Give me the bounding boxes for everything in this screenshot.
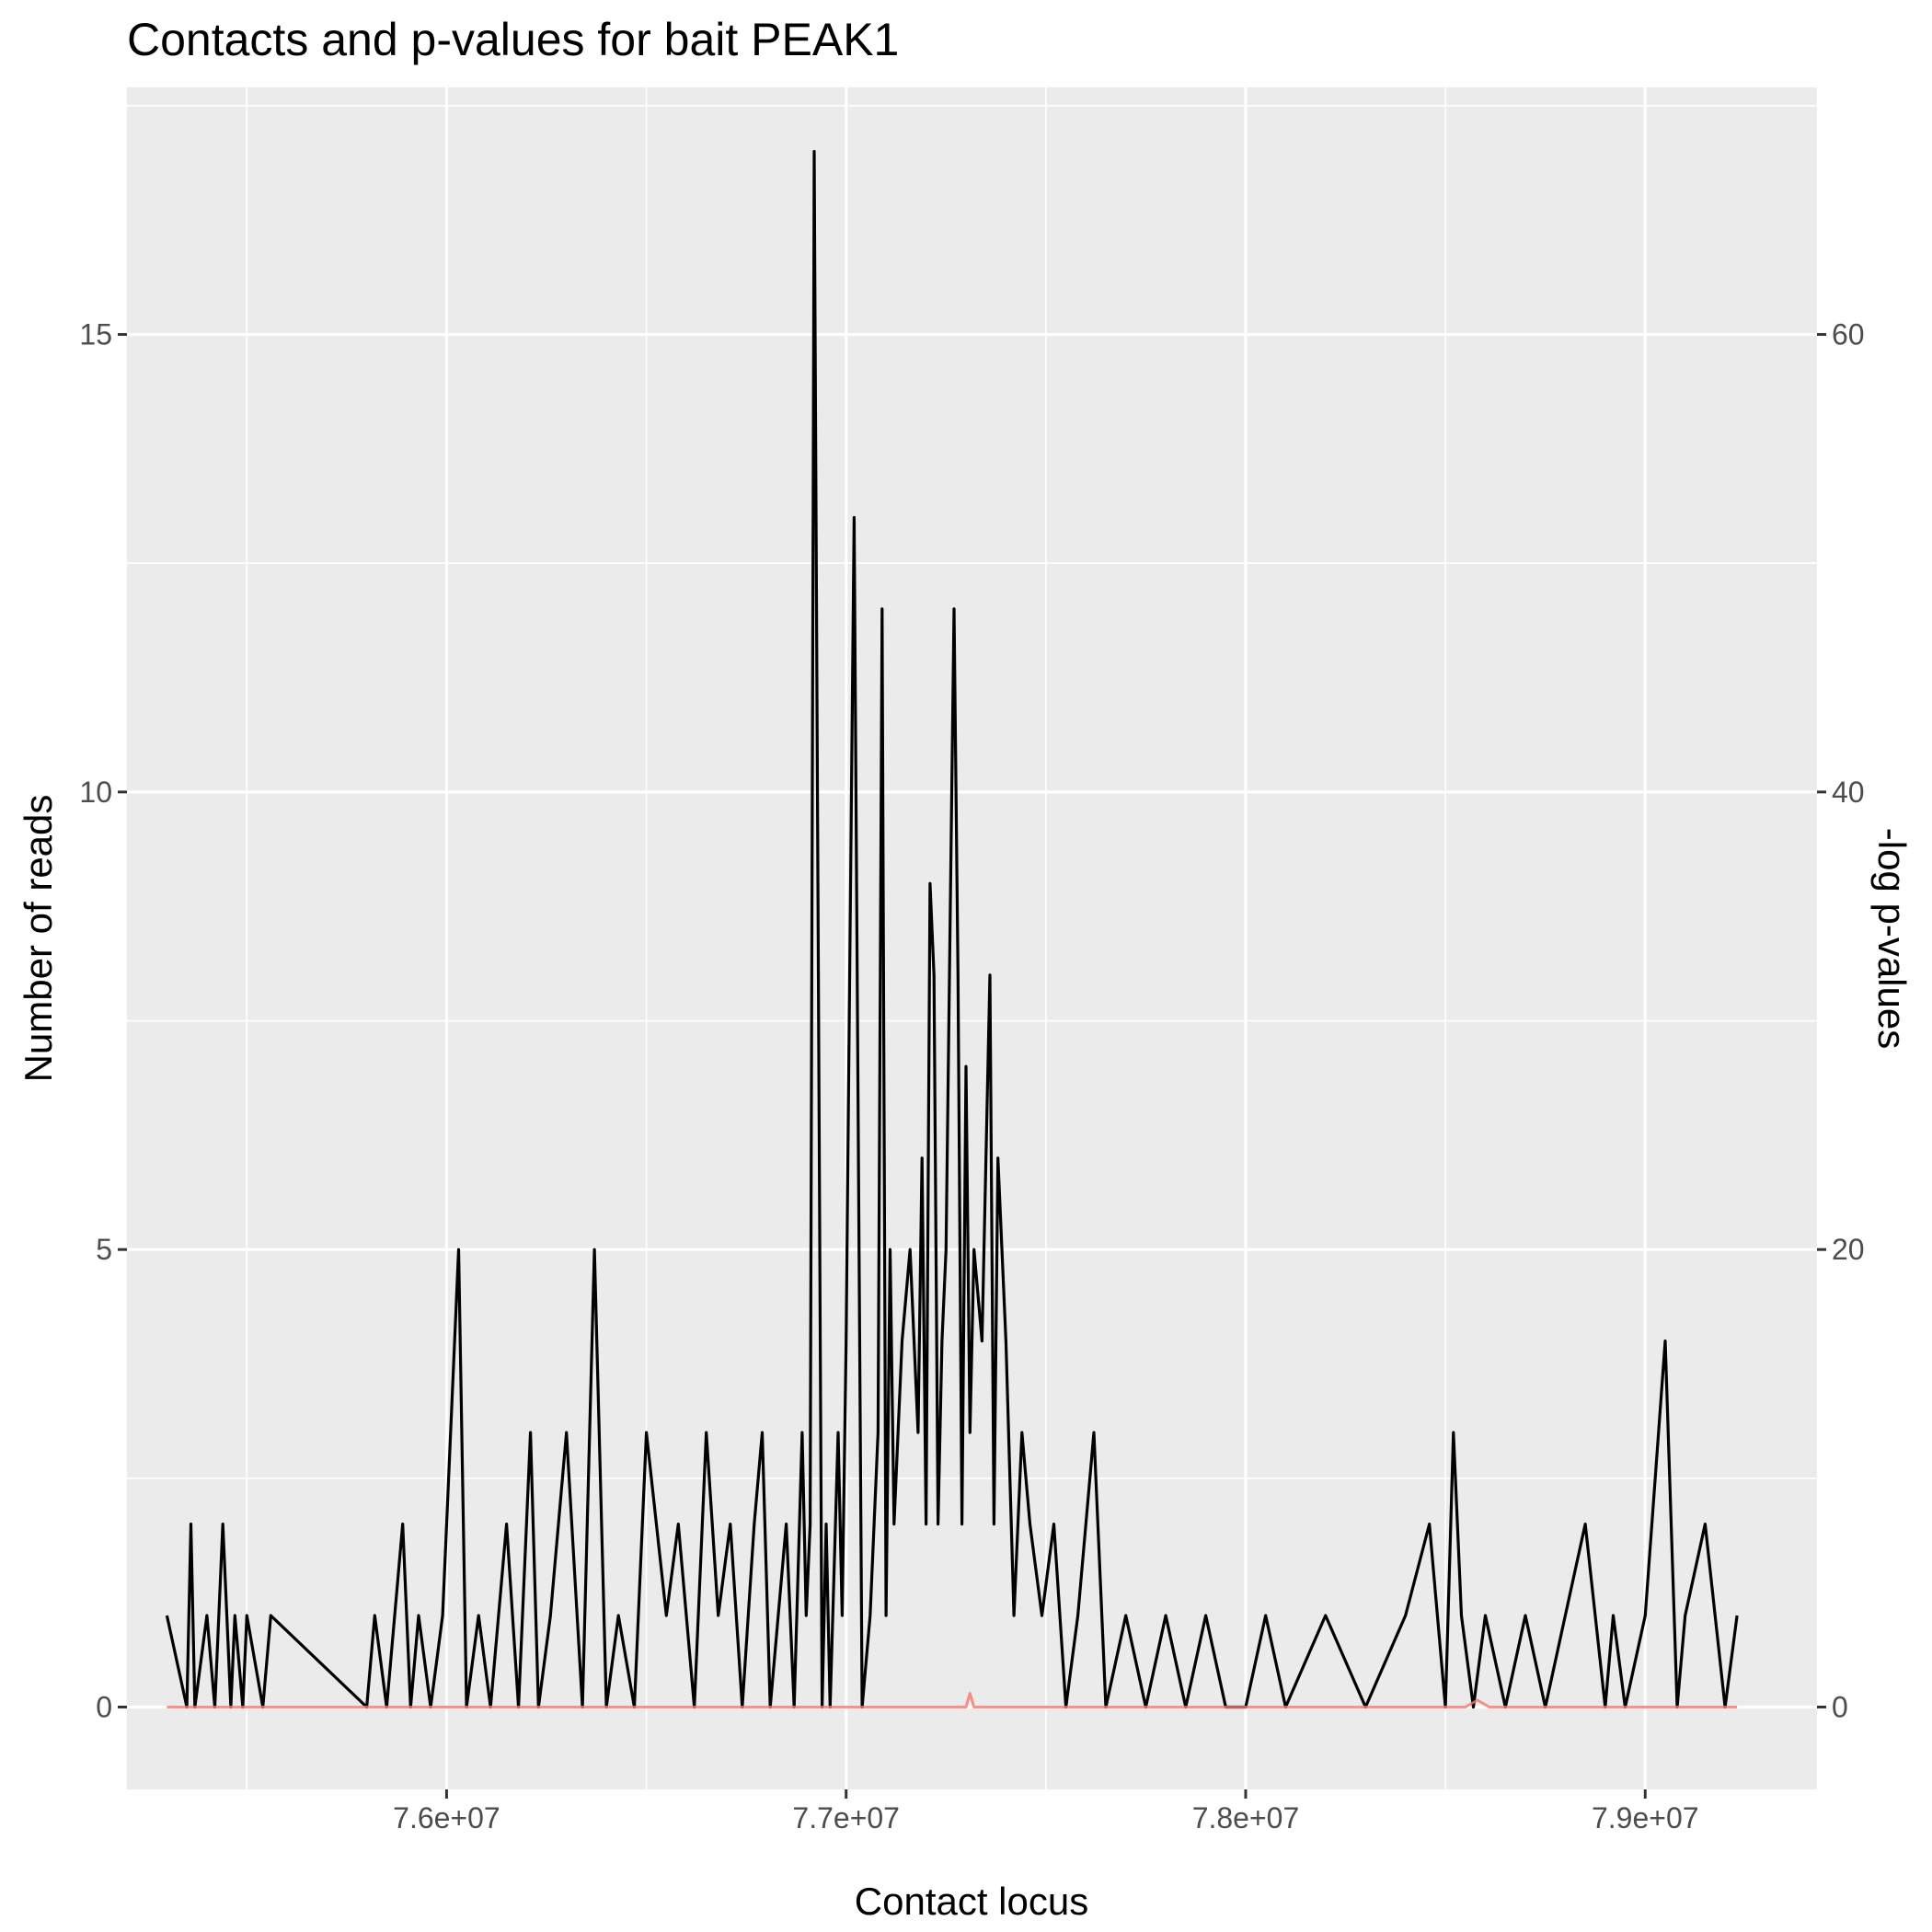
plot-panel bbox=[127, 87, 1817, 1789]
y-axis-title: Number of reads bbox=[17, 795, 60, 1083]
x-tick-label: 7.8e+07 bbox=[1192, 1801, 1300, 1834]
chart-title: Contacts and p-values for bait PEAK1 bbox=[127, 14, 899, 65]
right-axis: 0 20 40 60 bbox=[1817, 318, 1865, 1723]
left-axis: 0 5 10 15 bbox=[79, 318, 127, 1723]
x-tick-label: 7.6e+07 bbox=[393, 1801, 500, 1834]
x-tick-label: 7.7e+07 bbox=[792, 1801, 900, 1834]
bottom-axis: 7.6e+07 7.7e+07 7.8e+07 7.9e+07 bbox=[393, 1789, 1699, 1834]
y-tick-label: 5 bbox=[96, 1233, 112, 1266]
y2-tick-label: 40 bbox=[1832, 776, 1865, 809]
y2-axis-title: -log p-values bbox=[1870, 828, 1914, 1049]
x-axis-title: Contact locus bbox=[855, 1880, 1088, 1923]
y-tick-label: 10 bbox=[79, 776, 112, 809]
y2-tick-label: 60 bbox=[1832, 318, 1865, 351]
minor-gridlines bbox=[127, 87, 1817, 1789]
y2-tick-label: 0 bbox=[1832, 1690, 1848, 1723]
series-layer bbox=[165, 150, 1739, 1709]
pvalue-series-line bbox=[167, 1692, 1738, 1708]
y-tick-label: 15 bbox=[79, 318, 112, 351]
x-tick-label: 7.9e+07 bbox=[1592, 1801, 1699, 1834]
y2-tick-label: 20 bbox=[1832, 1233, 1865, 1266]
y-tick-label: 0 bbox=[96, 1690, 112, 1723]
